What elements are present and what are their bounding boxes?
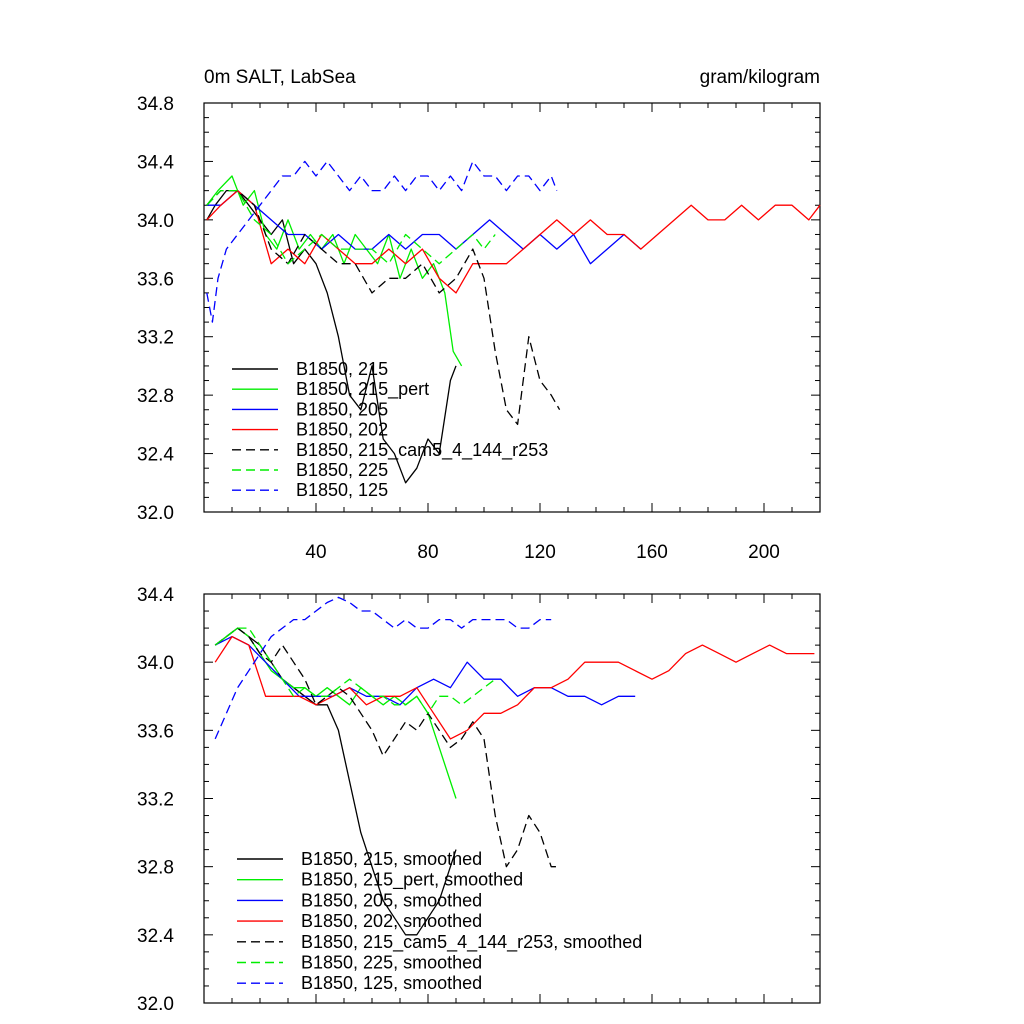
y-tick-label: 34.0 bbox=[137, 653, 174, 674]
y-tick-label: 34.4 bbox=[137, 152, 174, 173]
top-panel-units: gram/kilogram bbox=[700, 67, 820, 88]
series-line-2 bbox=[214, 635, 636, 706]
top-panel-title: 0m SALT, LabSea bbox=[204, 67, 356, 88]
legend-label: B1850, 215 bbox=[296, 359, 388, 379]
series-line-3 bbox=[206, 189, 821, 294]
series-line-3 bbox=[214, 635, 815, 740]
series-line-5 bbox=[214, 627, 496, 714]
y-tick-label: 33.2 bbox=[137, 790, 174, 811]
legend-label: B1850, 215_cam5_4_144_r253, smoothed bbox=[301, 932, 642, 953]
x-tick-label: 80 bbox=[417, 542, 438, 563]
legend-label: B1850, 215_pert bbox=[296, 379, 429, 400]
y-tick-label: 32.4 bbox=[137, 926, 174, 947]
bottom-panel: 32.0 32.4 32.8 33.2 33.6 34.0 34.4 B1850, 215, … bbox=[137, 585, 821, 1015]
series-line-0 bbox=[214, 627, 457, 936]
legend-label: B1850, 202 bbox=[296, 420, 388, 440]
series-line-6 bbox=[214, 596, 552, 740]
legend-label: B1850, 215, smoothed bbox=[301, 849, 482, 869]
y-tick-label: 33.2 bbox=[137, 328, 174, 349]
x-tick-label: 40 bbox=[305, 542, 326, 563]
series-line-1 bbox=[206, 175, 463, 367]
x-tick-label: 120 bbox=[524, 542, 556, 563]
y-tick-label: 32.0 bbox=[137, 994, 174, 1015]
series-line-2 bbox=[206, 189, 642, 265]
legend-label: B1850, 225, smoothed bbox=[301, 953, 482, 973]
series-line-0 bbox=[206, 189, 457, 484]
y-tick-label: 32.8 bbox=[137, 386, 174, 407]
x-tick-label: 160 bbox=[636, 542, 668, 563]
series-line-4 bbox=[214, 627, 557, 868]
legend-label: B1850, 125, smoothed bbox=[301, 973, 482, 993]
y-tick-label: 32.0 bbox=[137, 503, 174, 524]
series-line-5 bbox=[206, 189, 496, 265]
y-tick-label: 34.4 bbox=[137, 585, 174, 606]
y-tick-label: 34.8 bbox=[137, 94, 174, 115]
y-tick-label: 32.4 bbox=[137, 445, 174, 466]
legend-label: B1850, 205 bbox=[296, 399, 388, 419]
y-tick-label: 32.8 bbox=[137, 858, 174, 879]
top-panel: 0m SALT, LabSea gram/kilogram 32.0 32.4 32… bbox=[137, 67, 821, 563]
y-tick-label: 34.0 bbox=[137, 211, 174, 232]
x-tick-label: 200 bbox=[748, 542, 780, 563]
series-line-6 bbox=[206, 160, 558, 323]
y-tick-label: 33.6 bbox=[137, 721, 174, 742]
y-tick-label: 33.6 bbox=[137, 269, 174, 290]
legend-label: B1850, 215_cam5_4_144_r253 bbox=[296, 440, 548, 461]
legend-label: B1850, 205, smoothed bbox=[301, 890, 482, 910]
series-line-4 bbox=[206, 189, 561, 426]
legend-label: B1850, 202, smoothed bbox=[301, 911, 482, 931]
legend-label: B1850, 215_pert, smoothed bbox=[301, 870, 523, 891]
legend-label: B1850, 125 bbox=[296, 480, 388, 500]
legend-label: B1850, 225 bbox=[296, 460, 388, 480]
